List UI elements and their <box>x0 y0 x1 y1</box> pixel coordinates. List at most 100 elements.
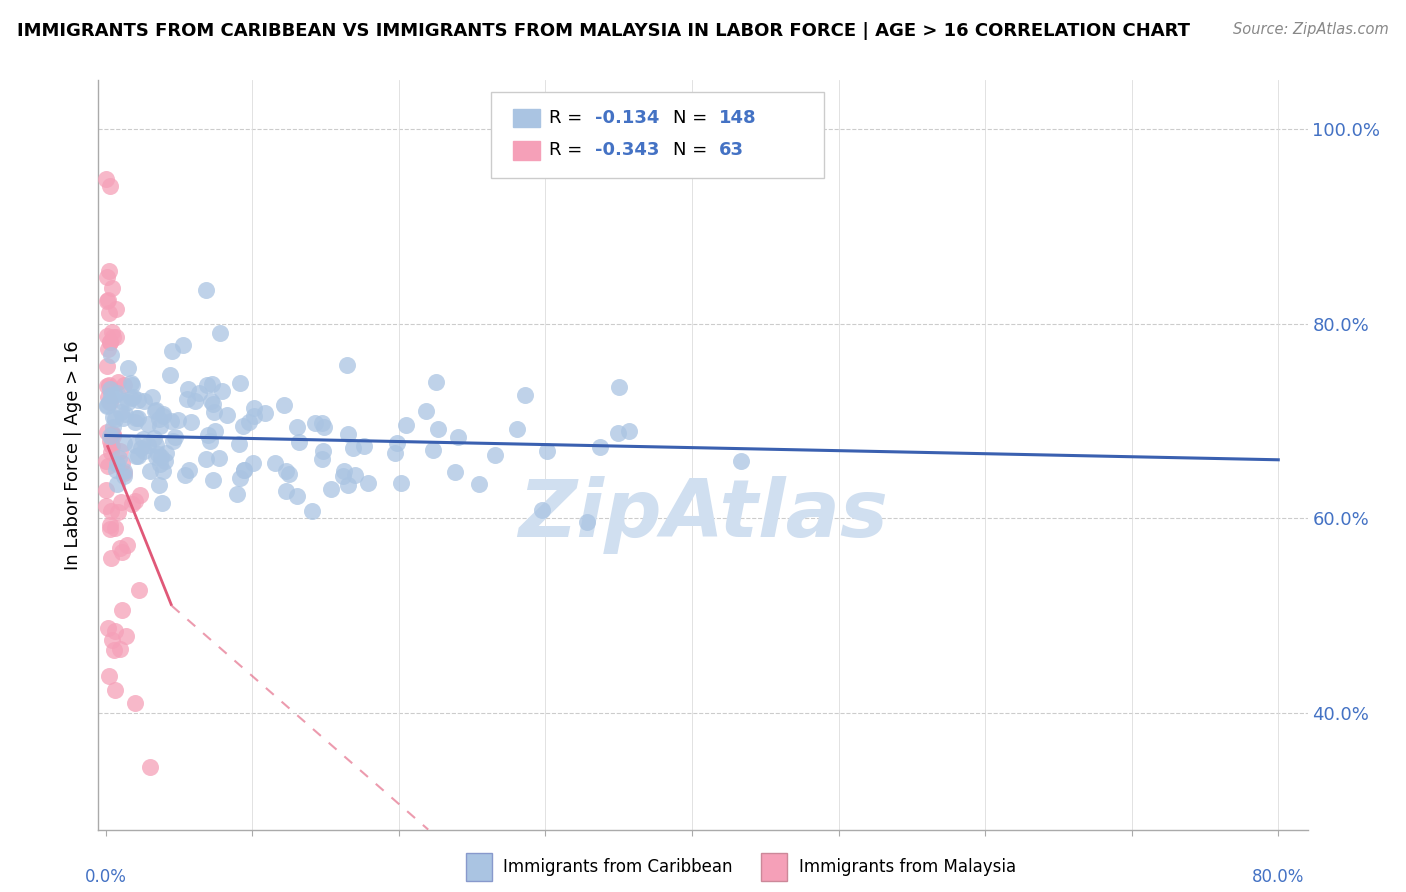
Point <box>311 443 333 458</box>
Point <box>211 384 233 398</box>
Point <box>589 441 612 455</box>
Point <box>172 337 194 351</box>
Point <box>110 641 132 656</box>
Text: IMMIGRANTS FROM CARIBBEAN VS IMMIGRANTS FROM MALAYSIA IN LABOR FORCE | AGE > 16 : IMMIGRANTS FROM CARIBBEAN VS IMMIGRANTS … <box>17 22 1189 40</box>
Point <box>141 390 163 404</box>
Point <box>122 390 145 404</box>
Point <box>287 420 309 434</box>
Point <box>97 395 120 409</box>
Point <box>174 467 197 482</box>
Point <box>277 467 299 482</box>
Point <box>177 463 200 477</box>
Point <box>120 391 142 405</box>
Point <box>311 417 333 431</box>
Text: 63: 63 <box>718 141 744 159</box>
Point <box>342 441 364 455</box>
Point <box>129 441 152 455</box>
Point <box>167 412 190 426</box>
Point <box>202 397 225 411</box>
Point <box>124 696 146 710</box>
Point <box>108 450 131 465</box>
Point <box>100 444 122 458</box>
Point <box>215 408 238 422</box>
Point <box>128 583 150 598</box>
Text: -0.343: -0.343 <box>595 141 659 159</box>
Point <box>344 467 367 482</box>
Point <box>124 438 146 452</box>
Point <box>100 551 122 566</box>
Bar <box>513 141 540 160</box>
Point <box>114 435 136 450</box>
Point <box>112 464 135 478</box>
Point <box>159 414 181 428</box>
Point <box>468 477 491 491</box>
Point <box>176 392 198 406</box>
Text: 0.0%: 0.0% <box>84 869 127 887</box>
Point <box>101 427 124 442</box>
Point <box>104 521 127 535</box>
Point <box>111 602 134 616</box>
Text: N =: N = <box>673 141 713 159</box>
Point <box>98 378 121 392</box>
Point <box>607 380 630 394</box>
Point <box>150 496 173 510</box>
Point <box>124 494 146 508</box>
Point <box>111 456 134 470</box>
Point <box>112 378 135 392</box>
Point <box>105 330 128 344</box>
Point <box>194 451 217 466</box>
Point <box>139 760 162 774</box>
Point <box>101 420 124 434</box>
Point <box>96 329 118 343</box>
Point <box>395 417 418 432</box>
Point <box>100 335 122 350</box>
Point <box>129 488 152 502</box>
Point <box>311 451 333 466</box>
Point <box>96 499 118 513</box>
Point <box>121 378 143 392</box>
Point <box>96 483 118 497</box>
Point <box>101 427 124 442</box>
Point <box>180 415 202 429</box>
Point <box>243 409 266 423</box>
Text: ZipAtlas: ZipAtlas <box>517 475 889 554</box>
Point <box>98 179 121 194</box>
Point <box>162 434 184 449</box>
Point <box>243 401 266 416</box>
Point <box>145 450 167 464</box>
Point <box>198 434 221 449</box>
Point <box>136 417 159 432</box>
Point <box>484 448 506 462</box>
Point <box>149 458 172 472</box>
Point <box>150 450 173 464</box>
Point <box>176 382 198 396</box>
Bar <box>513 109 540 128</box>
Point <box>575 515 598 529</box>
Point <box>333 464 356 478</box>
Point <box>184 394 207 409</box>
Text: Immigrants from Malaysia: Immigrants from Malaysia <box>799 858 1015 876</box>
Point <box>195 378 218 392</box>
Point <box>98 264 121 278</box>
Point <box>96 425 118 440</box>
Point <box>536 444 558 458</box>
Point <box>104 411 127 425</box>
Point <box>101 439 124 453</box>
Point <box>127 392 149 407</box>
Text: R =: R = <box>550 110 589 128</box>
Point <box>104 624 127 638</box>
Point <box>228 437 250 451</box>
Point <box>115 538 138 552</box>
Point <box>96 269 118 284</box>
Point <box>443 465 465 479</box>
Point <box>138 464 160 478</box>
Point <box>124 416 146 430</box>
Point <box>209 326 232 340</box>
Point <box>232 463 254 477</box>
Point <box>96 398 118 412</box>
Point <box>104 683 127 698</box>
Point <box>530 503 553 517</box>
Point <box>143 430 166 444</box>
Point <box>148 447 170 461</box>
Point <box>117 361 139 376</box>
